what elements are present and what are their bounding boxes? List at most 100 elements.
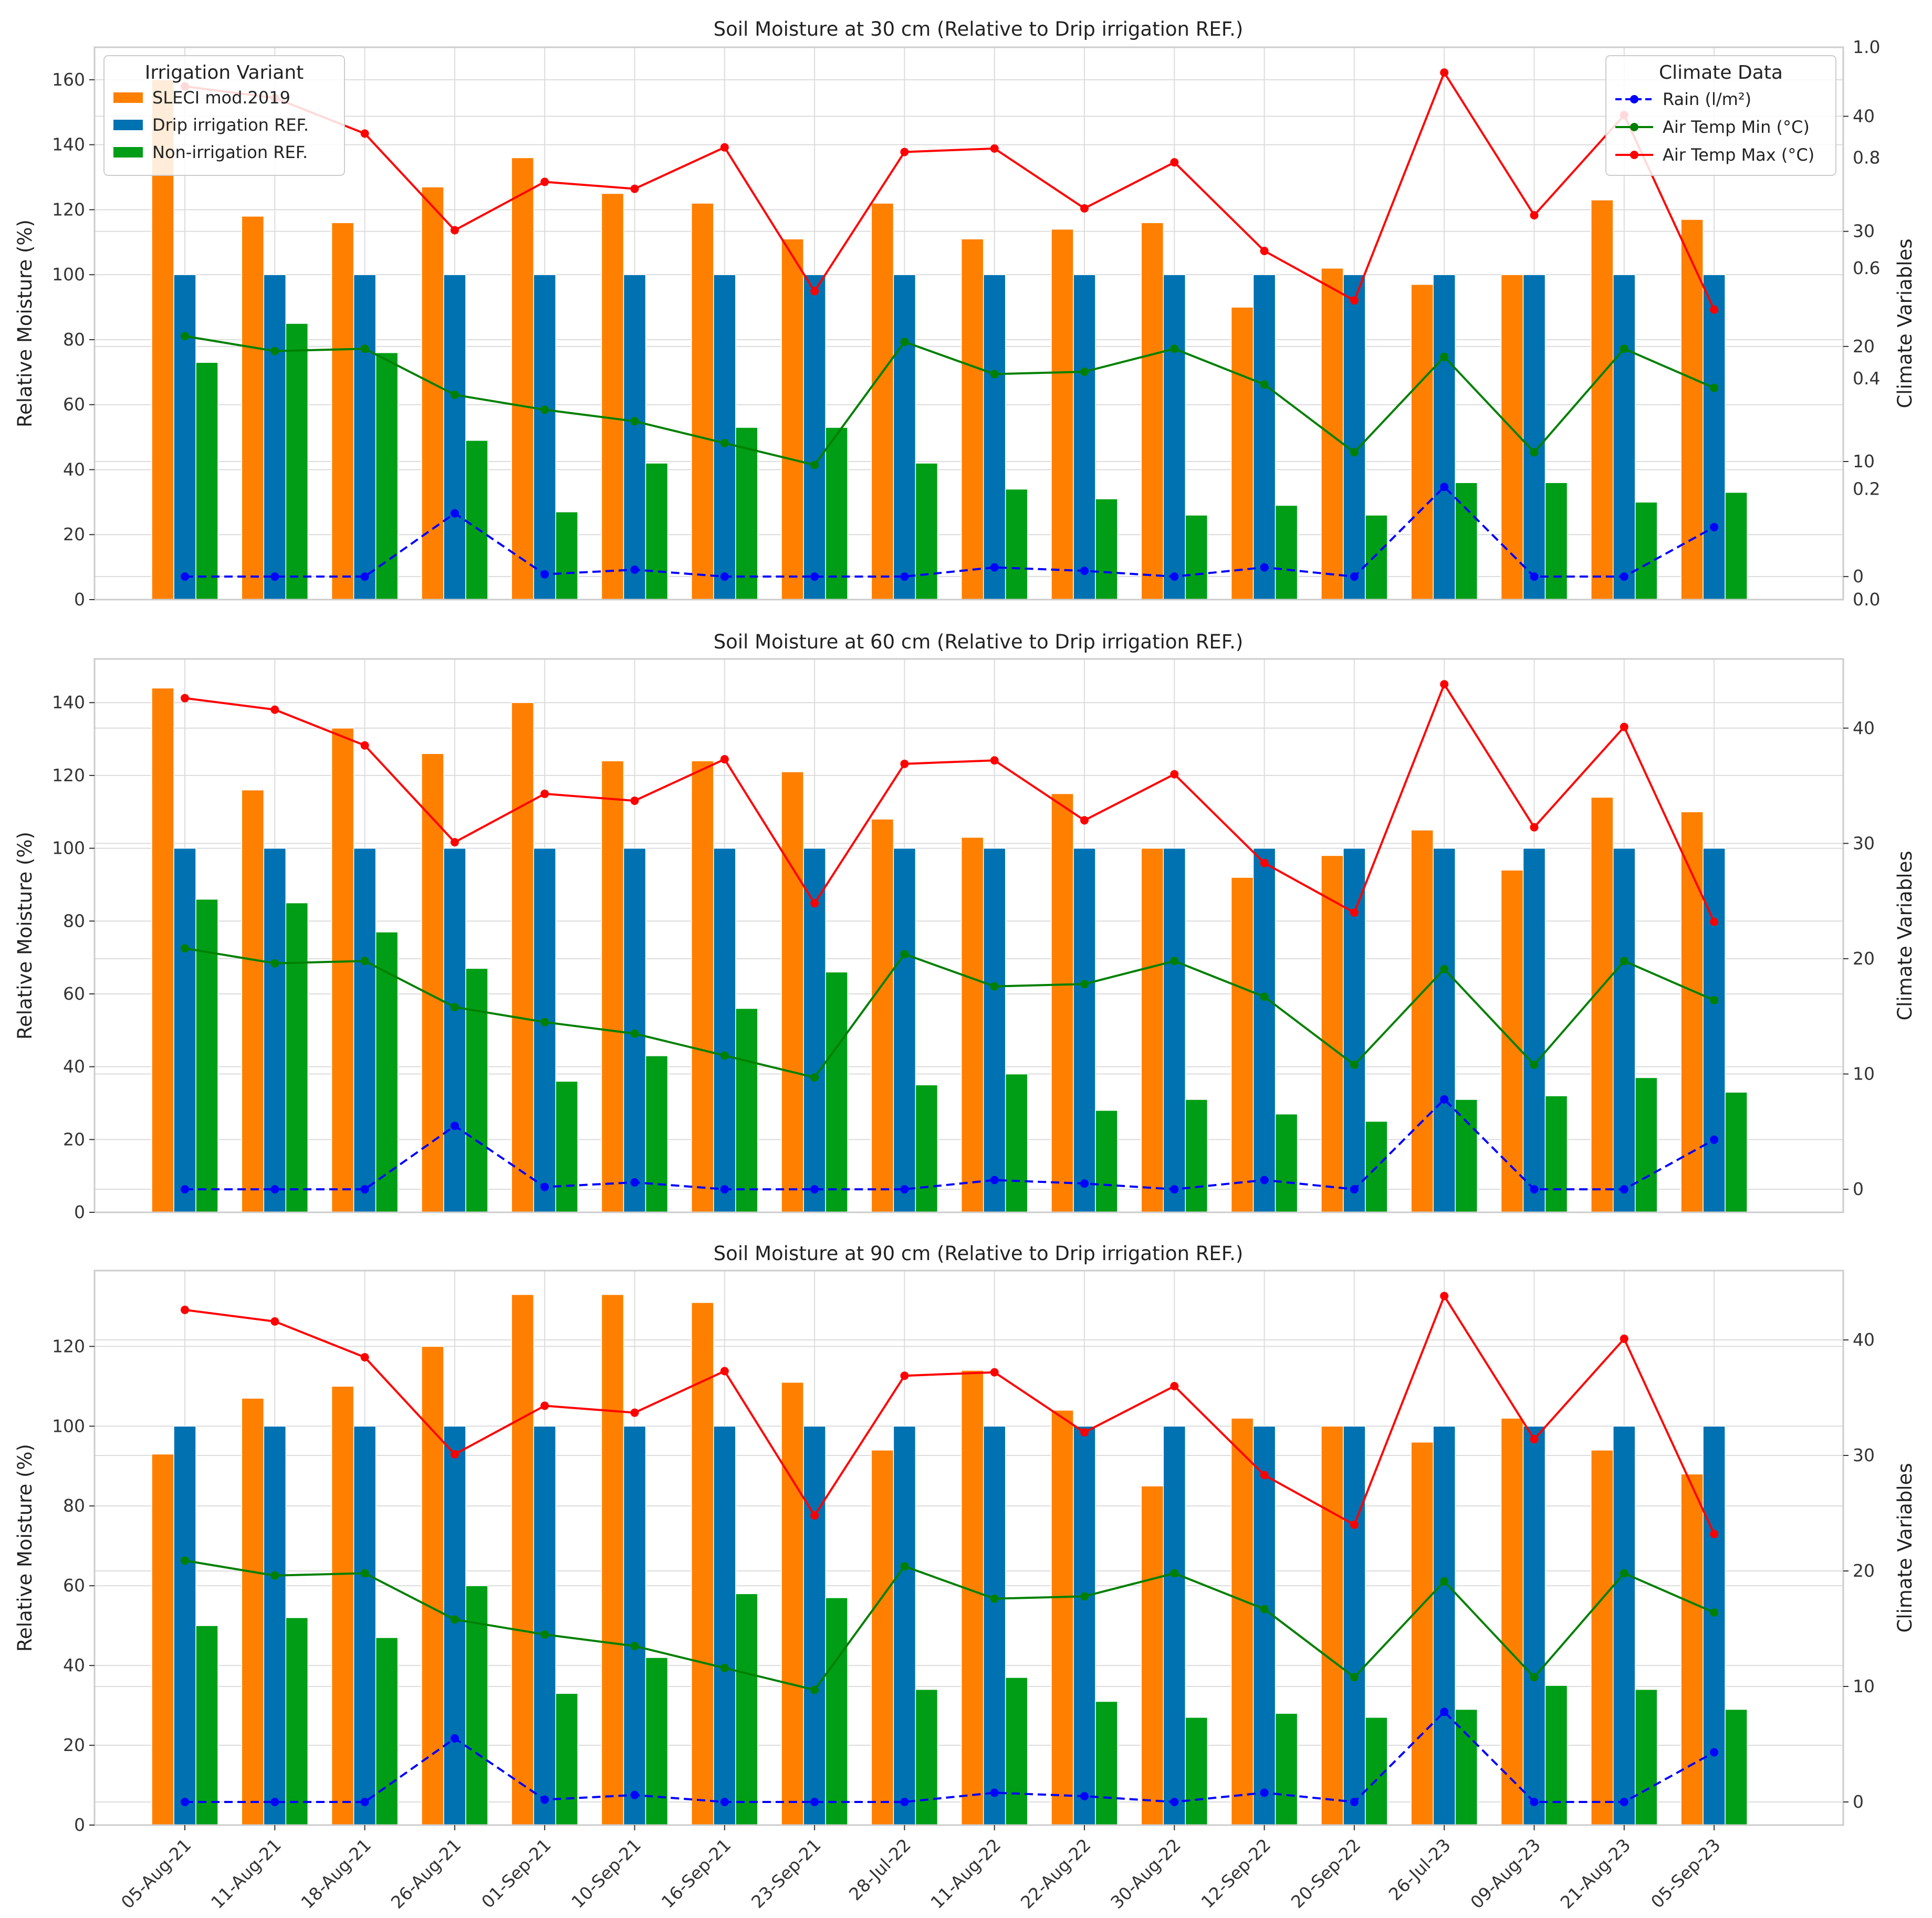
y2-tick-label: 20 — [1853, 1560, 1875, 1581]
tmax-line-marker — [630, 796, 639, 805]
tmin-line-marker — [1620, 957, 1628, 966]
y-tick-label: 100 — [52, 838, 85, 858]
bar-nonirr — [1544, 482, 1568, 600]
tmin-line-marker — [1170, 344, 1179, 353]
y-tick-label: 40 — [63, 459, 85, 479]
tmax-line-marker — [270, 705, 279, 714]
bar-drip — [443, 274, 466, 600]
rain-line-marker — [1440, 483, 1449, 491]
chart-title: Soil Moisture at 60 cm (Relative to Drip… — [714, 631, 1244, 653]
tmin-line-marker — [270, 959, 279, 968]
rain-line-marker — [181, 572, 189, 581]
bar-drip — [1703, 1426, 1726, 1826]
tmin-line-marker — [720, 1663, 729, 1672]
tmax-line-marker — [990, 756, 999, 765]
rain-line-marker — [1620, 1185, 1628, 1194]
bar-sleci — [421, 186, 444, 600]
bar-sleci — [1680, 1473, 1704, 1826]
rain-line-marker — [1080, 1792, 1089, 1800]
y2-tick-label: 0 — [1853, 1791, 1864, 1812]
tmin-line-marker — [1620, 344, 1628, 353]
tmin-line-marker — [1350, 448, 1359, 457]
tmin-line-marker — [1080, 1592, 1089, 1601]
bar-nonirr — [915, 1689, 938, 1826]
y-tick-label: 40 — [63, 1655, 85, 1675]
bar-nonirr — [825, 971, 848, 1213]
bar-drip — [1613, 274, 1636, 600]
bar-sleci — [511, 157, 534, 600]
tmin-line-marker — [1710, 383, 1719, 392]
tmax-line-marker — [990, 1368, 999, 1377]
tmin-line-marker — [1170, 1569, 1179, 1578]
tmin-line-marker — [1530, 1673, 1539, 1682]
bar-sleci — [781, 1381, 804, 1826]
rain-line-marker — [270, 572, 279, 581]
y-tick-label: 80 — [63, 910, 85, 931]
y2-tick-label: 0 — [1853, 566, 1864, 586]
y2-axis-label: Climate Variables — [1894, 1463, 1916, 1632]
y2-tick-label: 40 — [1853, 1329, 1875, 1350]
tmax-line — [184, 682, 1715, 923]
tmin-line-marker — [181, 1556, 189, 1565]
bar-nonirr — [1635, 501, 1658, 600]
bar-sleci — [691, 1302, 714, 1826]
tmin-line-marker — [360, 344, 369, 353]
y-tick-label: 80 — [63, 329, 85, 350]
legend-label-drip: Drip irrigation REF. — [152, 115, 309, 135]
bar-sleci — [1051, 228, 1074, 600]
bar-nonirr — [465, 1585, 488, 1826]
y2-tick-label: 40 — [1853, 718, 1875, 738]
tmin-line-marker — [630, 1642, 639, 1650]
tmax-line-marker — [450, 1450, 459, 1459]
rain-line-marker — [1170, 1185, 1179, 1194]
bar-nonirr — [555, 1693, 578, 1826]
bar-nonirr — [1005, 1073, 1028, 1213]
y-tick-label: 60 — [63, 983, 85, 1004]
bar-nonirr — [735, 1008, 758, 1213]
bar-sleci — [1591, 200, 1614, 600]
tmin-line — [184, 335, 1715, 466]
legend-label-rain: Rain (l/m²) — [1663, 89, 1751, 109]
bar-sleci — [691, 760, 714, 1213]
y-tick-label: 0 — [74, 1202, 85, 1222]
legend-marker-tmin — [1630, 123, 1638, 131]
rain-line-marker — [270, 1798, 279, 1806]
bar-sleci — [601, 760, 624, 1213]
tmax-line-marker — [1530, 823, 1539, 832]
rain-line-marker — [720, 572, 729, 581]
tmin-line-marker — [1440, 965, 1449, 973]
bar-drip — [533, 847, 556, 1213]
tmax-line-marker — [900, 148, 909, 156]
bar-nonirr — [1635, 1077, 1658, 1213]
rain-line-marker — [720, 1798, 729, 1806]
rain-line-marker — [1350, 1798, 1359, 1806]
tmax-line-marker — [360, 129, 369, 138]
y2-tick-label: 30 — [1853, 1445, 1875, 1465]
tmin-line-marker — [1350, 1060, 1359, 1069]
tmax-line-marker — [1080, 816, 1089, 825]
bar-sleci — [1051, 1410, 1074, 1826]
bar-sleci — [871, 1450, 894, 1826]
tmin-line-marker — [1710, 1608, 1719, 1617]
tmax-line-marker — [1710, 305, 1719, 314]
bar-nonirr — [1544, 1095, 1568, 1213]
y-tick-label: 0 — [74, 589, 85, 610]
bar-nonirr — [555, 1081, 578, 1213]
tmax-line — [184, 1293, 1715, 1535]
tmin-line-marker — [270, 1571, 279, 1580]
tmax-line-marker — [1440, 1292, 1449, 1301]
bar-sleci — [241, 216, 265, 600]
bar-nonirr — [915, 463, 938, 600]
bar-drip — [533, 274, 556, 600]
rain-line-marker — [1080, 567, 1089, 575]
tmin-line-marker — [1440, 1577, 1449, 1586]
rain-line-marker — [1620, 572, 1628, 581]
rain-line-marker — [1080, 1179, 1089, 1188]
rain-line-marker — [1260, 563, 1269, 572]
bar-drip — [1522, 847, 1546, 1213]
chart-title: Soil Moisture at 90 cm (Relative to Drip… — [714, 1242, 1244, 1265]
rain-line-marker — [1530, 1798, 1539, 1806]
tmin-line-marker — [900, 1562, 909, 1571]
y2-tick-label: 30 — [1853, 221, 1875, 242]
